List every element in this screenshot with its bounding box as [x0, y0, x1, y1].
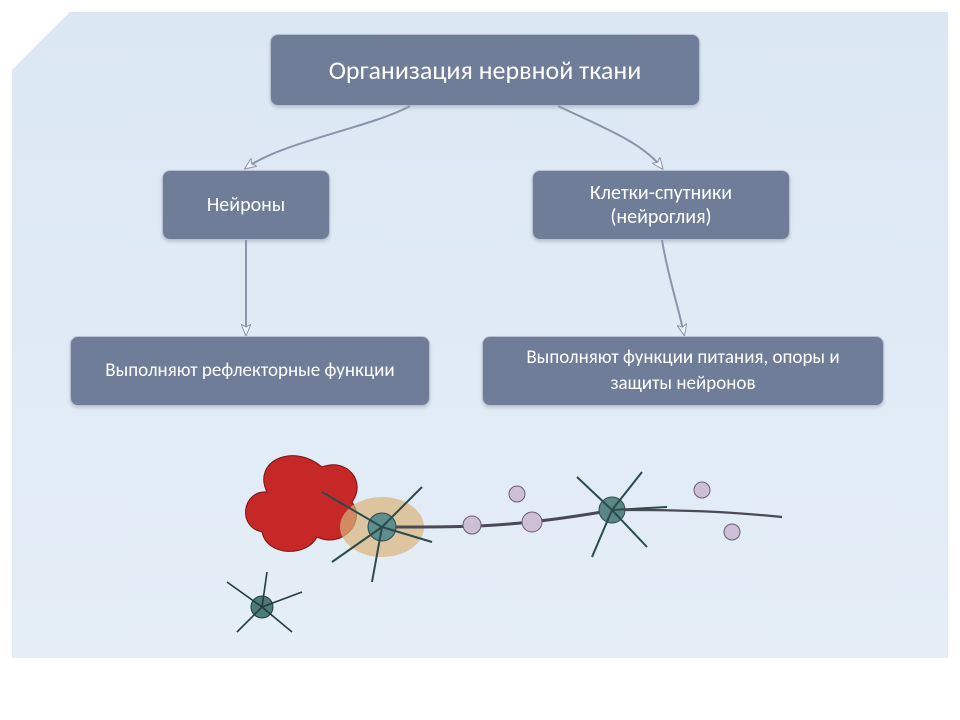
root-box: Организация нервной ткани	[270, 34, 700, 106]
folded-corner	[10, 10, 72, 72]
neuron-soma-3	[577, 472, 782, 557]
axon	[396, 486, 602, 534]
neuron-soma-2	[227, 572, 302, 632]
neuron-illustration	[172, 432, 812, 652]
slide: Организация нервной ткани Нейроны Клетки…	[0, 0, 960, 720]
arrow-root-to-glia	[558, 106, 662, 168]
arrow-root-to-neurons	[246, 106, 410, 168]
glia-box: Клетки-спутники (нейроглия)	[532, 170, 790, 240]
glia-function-box: Выполняют функции питания, опоры и защит…	[482, 336, 884, 406]
slide-panel: Организация нервной ткани Нейроны Клетки…	[12, 12, 948, 658]
neurons-function-box: Выполняют рефлекторные функции	[70, 336, 430, 406]
arrow-glia-to-func	[662, 240, 684, 334]
neurons-box: Нейроны	[162, 170, 330, 240]
